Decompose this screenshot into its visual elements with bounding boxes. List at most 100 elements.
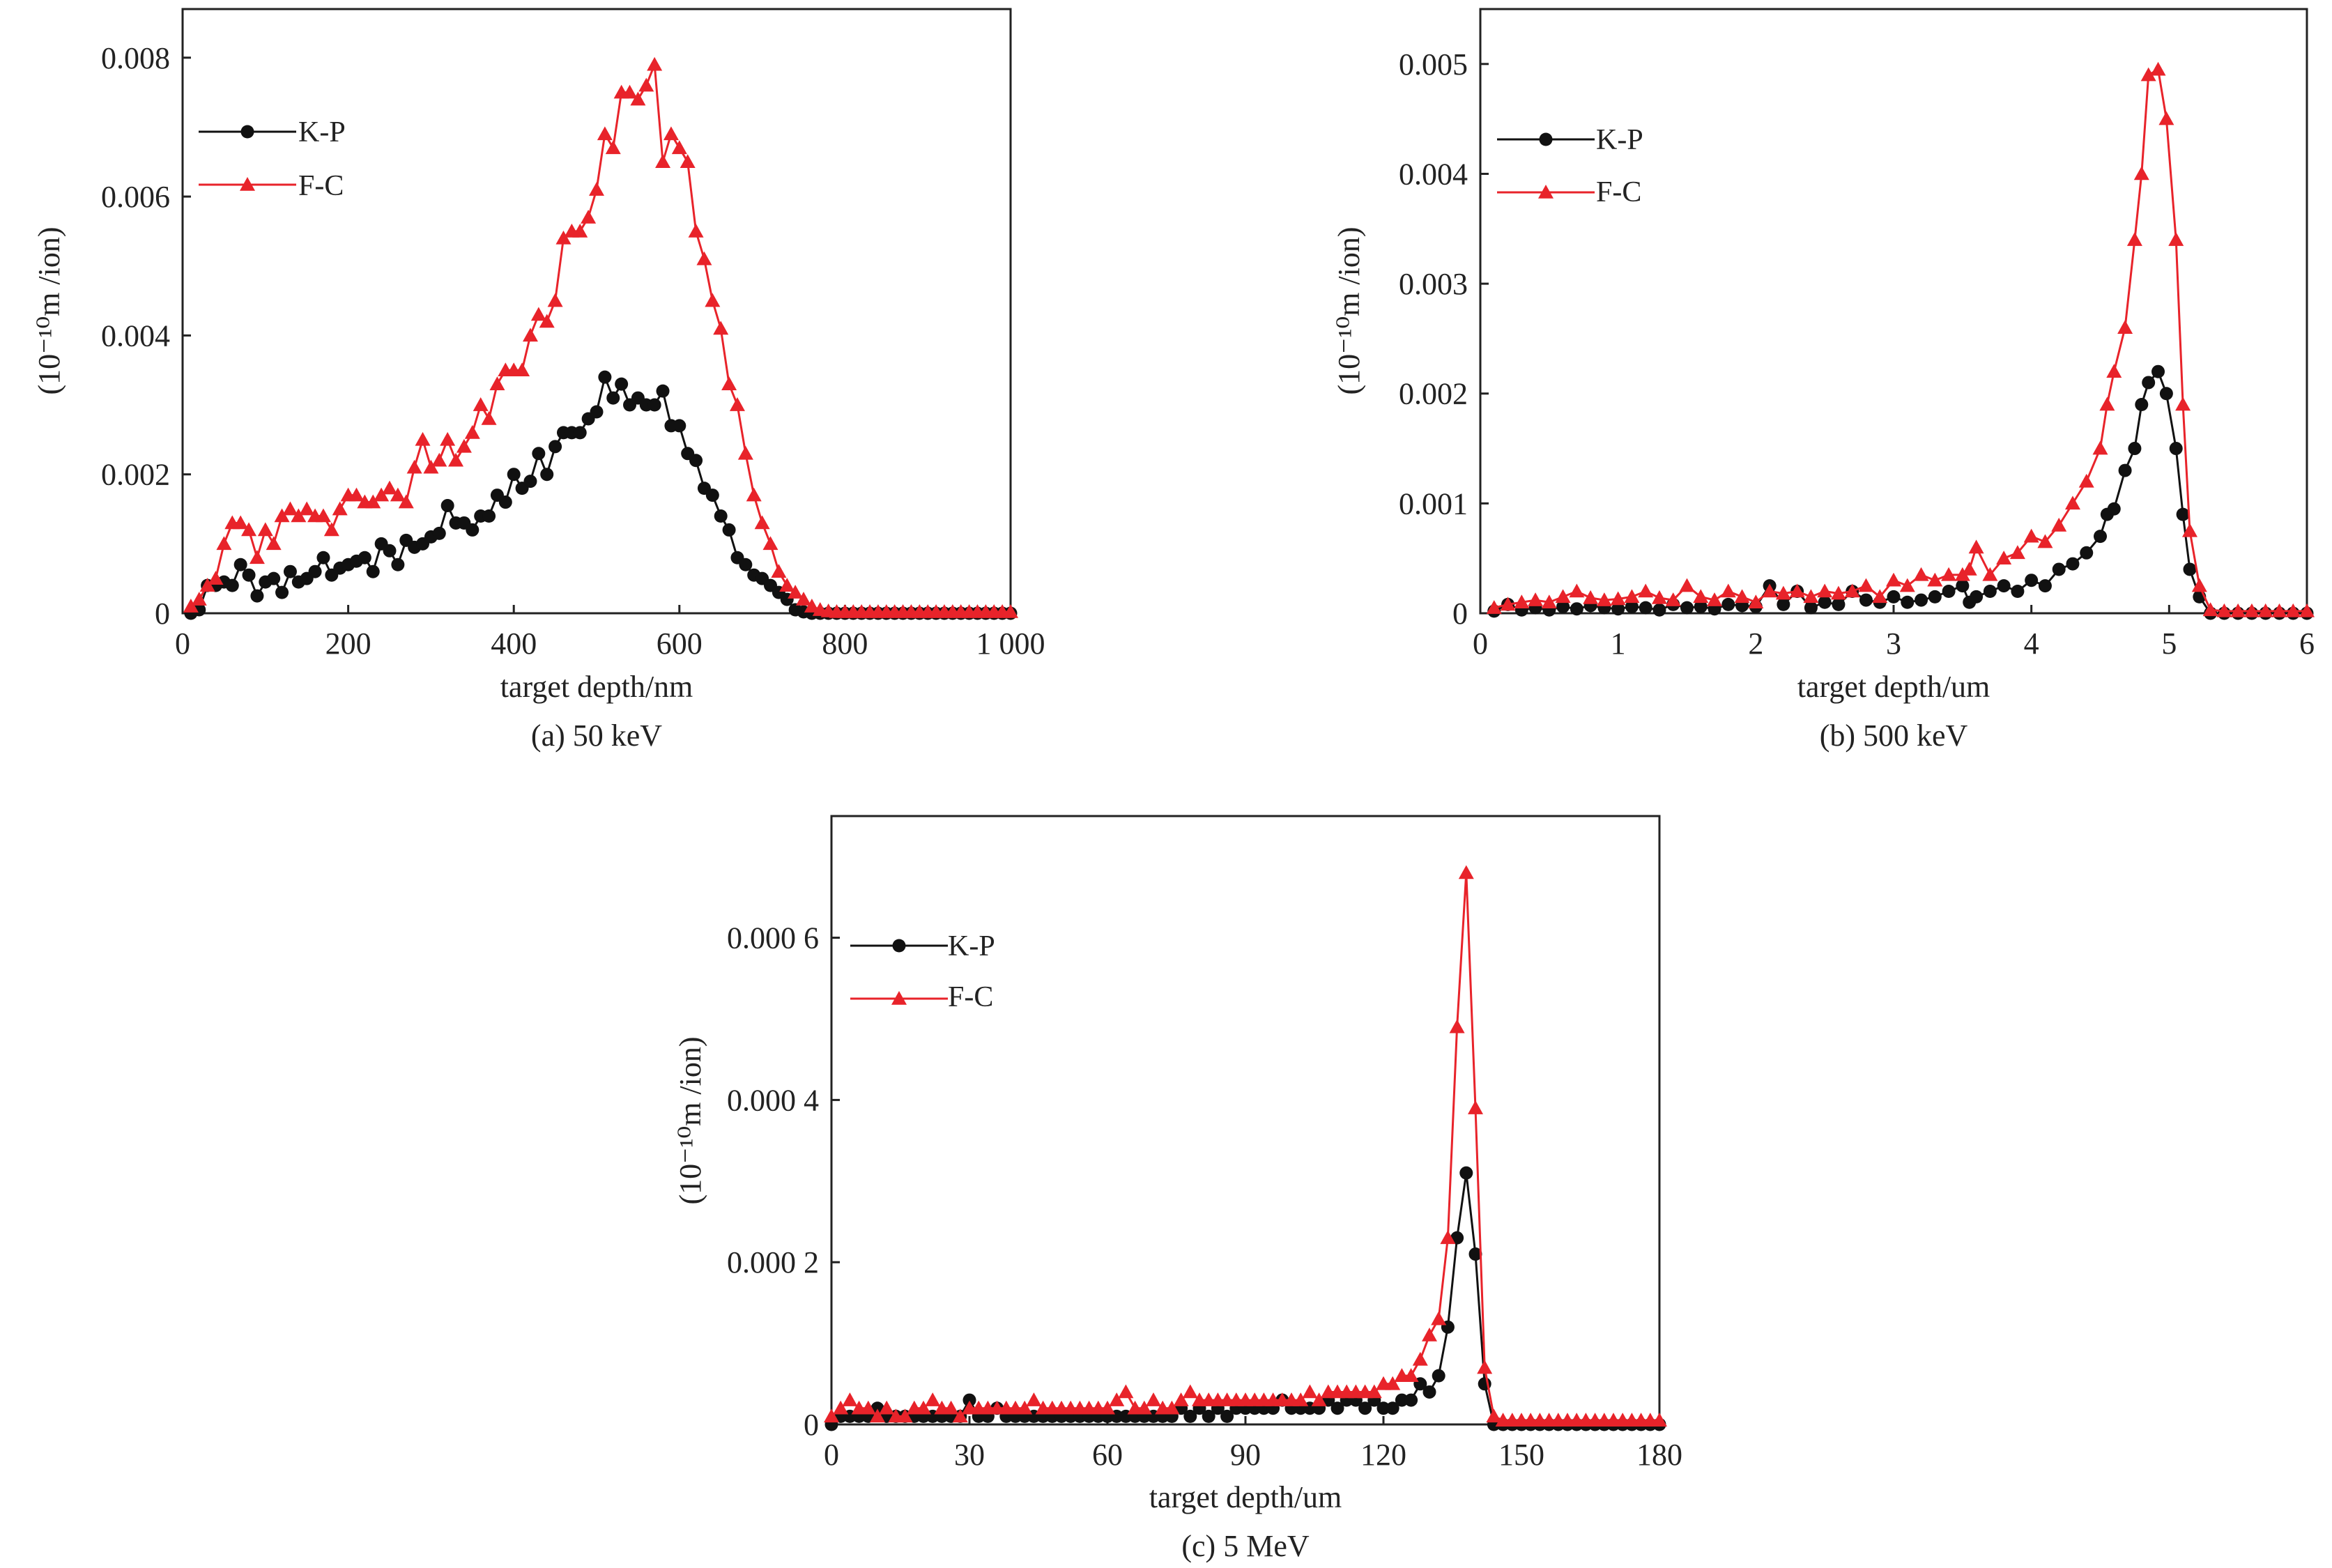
data-point-triangle <box>266 536 282 551</box>
data-point-triangle <box>663 126 679 141</box>
data-point-triangle <box>1789 583 1805 598</box>
data-point-triangle <box>431 452 447 467</box>
data-point-circle <box>383 544 397 558</box>
data-point-circle <box>523 475 537 489</box>
data-point-triangle <box>842 1392 858 1406</box>
legend-label-fc: F-C <box>948 981 993 1013</box>
data-point-triangle <box>2175 397 2191 411</box>
data-point-triangle <box>2299 603 2315 617</box>
data-point-triangle <box>1941 567 1957 581</box>
data-point-triangle <box>1182 1384 1198 1399</box>
data-point-circle <box>647 398 661 412</box>
data-point-triangle <box>348 487 365 502</box>
data-point-triangle <box>2243 603 2260 617</box>
data-point-triangle <box>1748 594 1764 609</box>
data-point-circle <box>1330 1401 1344 1415</box>
data-point-triangle <box>1803 589 1819 604</box>
y-tick-label: 0.000 6 <box>727 921 819 955</box>
data-point-circle <box>366 564 380 578</box>
data-point-triangle <box>2150 61 2166 76</box>
series-kp <box>824 1166 1666 1431</box>
panel-caption: (b) 500 keV <box>1820 718 1968 753</box>
data-point-triangle <box>1541 594 1557 609</box>
plot-frame <box>830 815 1661 1426</box>
data-point-triangle <box>257 522 273 537</box>
series-line <box>831 1172 1659 1426</box>
data-point-triangle <box>1927 572 1943 587</box>
x-tick-label: 800 <box>822 627 868 661</box>
data-point-triangle <box>1817 583 1833 598</box>
data-point-triangle <box>382 480 397 495</box>
data-point-circle <box>1432 1369 1445 1383</box>
data-point-triangle <box>2158 111 2174 125</box>
y-axis-label: (10⁻¹⁰m /ion) <box>673 1036 707 1204</box>
data-point-circle <box>2011 584 2025 598</box>
data-point-triangle <box>456 438 472 453</box>
data-point-circle <box>1422 1385 1436 1399</box>
data-point-triangle <box>597 126 613 141</box>
data-point-triangle <box>2037 534 2053 548</box>
data-point-circle <box>705 489 719 502</box>
data-point-circle <box>2151 364 2165 378</box>
legend-label-fc: F-C <box>1596 176 1641 208</box>
y-tick-label: 0.004 <box>101 318 170 353</box>
data-point-triangle <box>1468 1100 1483 1114</box>
data-point-circle <box>1680 601 1694 615</box>
data-point-triangle <box>1026 1392 1042 1406</box>
data-point-triangle <box>1440 1230 1456 1245</box>
data-point-triangle <box>897 1408 913 1423</box>
data-point-circle <box>1539 132 1553 146</box>
data-point-circle <box>358 551 371 564</box>
data-point-circle <box>892 939 906 953</box>
data-point-triangle <box>415 431 431 446</box>
data-point-circle <box>440 499 454 513</box>
data-point-circle <box>2038 579 2052 593</box>
x-tick-label: 0 <box>824 1438 839 1472</box>
y-tick-label: 0.002 <box>101 458 170 492</box>
data-point-triangle <box>1775 585 1791 600</box>
data-point-circle <box>962 1393 976 1407</box>
data-point-triangle <box>332 501 348 516</box>
data-point-circle <box>2080 546 2094 560</box>
data-point-triangle <box>860 1400 876 1415</box>
y-tick-label: 0.000 4 <box>727 1083 819 1117</box>
data-point-triangle <box>1528 592 1544 606</box>
data-point-triangle <box>216 536 232 551</box>
y-tick-label: 0.001 <box>1399 486 1468 521</box>
data-point-triangle <box>1146 1392 1161 1406</box>
legend-label-kp: K-P <box>298 116 346 148</box>
x-tick-label: 180 <box>1636 1438 1682 1472</box>
data-point-triangle <box>1311 1392 1327 1406</box>
data-point-triangle <box>1500 597 1516 611</box>
x-tick-label: 90 <box>1230 1438 1261 1472</box>
data-point-triangle <box>530 307 546 321</box>
data-point-triangle <box>1569 583 1585 598</box>
data-point-triangle <box>1913 567 1929 581</box>
data-point-triangle <box>1734 589 1750 604</box>
data-point-triangle <box>464 424 480 439</box>
x-tick-label: 400 <box>491 627 537 661</box>
data-point-circle <box>1358 1401 1372 1415</box>
data-point-triangle <box>522 328 538 342</box>
y-axis-label: (10⁻¹⁰m /ion) <box>1332 226 1366 394</box>
data-point-triangle <box>705 293 721 307</box>
y-tick-label: 0 <box>155 597 170 631</box>
data-point-triangle <box>1954 567 1970 581</box>
data-point-triangle <box>1514 594 1530 609</box>
series-fc <box>824 865 1667 1427</box>
data-point-circle <box>1386 1401 1399 1415</box>
data-point-triangle <box>2092 440 2108 455</box>
x-tick-label: 600 <box>657 627 703 661</box>
data-point-triangle <box>274 508 290 523</box>
data-point-triangle <box>365 494 381 509</box>
data-point-triangle <box>241 522 257 537</box>
data-point-triangle <box>1109 1392 1125 1406</box>
data-point-circle <box>466 523 480 537</box>
data-point-circle <box>1915 593 1928 607</box>
panel-a-50kev: target depth/nm (a) 50 keV (10⁻¹⁰m /ion)… <box>32 8 1045 753</box>
data-point-triangle <box>1720 583 1736 598</box>
y-tick-label: 0.000 2 <box>727 1245 819 1279</box>
x-tick-label: 6 <box>2299 627 2315 661</box>
data-point-circle <box>283 564 297 578</box>
